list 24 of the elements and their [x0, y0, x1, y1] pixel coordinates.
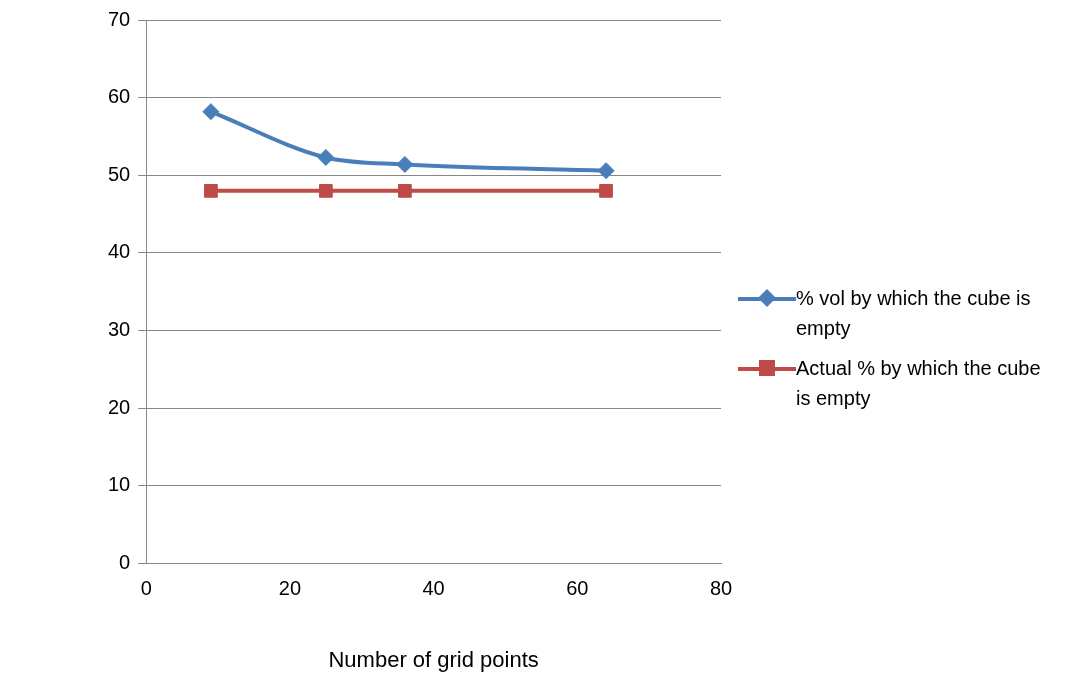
y-tick-label: 10: [108, 473, 131, 496]
x-tick-label: 40: [422, 577, 445, 600]
y-tick-label: 60: [108, 85, 131, 108]
point: [597, 162, 615, 180]
y-tick-label: 20: [108, 395, 131, 418]
y-tick-label: 40: [108, 240, 131, 263]
legend-label: % vol by which the cube is empty: [796, 286, 1032, 341]
y-tick-label: 70: [108, 7, 131, 30]
x-tick-label: 0: [140, 577, 152, 600]
y-tick-label: 30: [108, 318, 131, 341]
x-tick-label: 80: [709, 577, 733, 600]
x-axis-title: Number of grid points: [328, 646, 539, 672]
y-tick-label: 50: [108, 162, 131, 185]
point: [317, 148, 335, 166]
x-tick-label: 60: [566, 577, 589, 600]
y-tick-label: 0: [119, 551, 131, 574]
point: [396, 155, 414, 173]
point: [599, 183, 613, 198]
point: [398, 183, 412, 198]
point: [204, 183, 218, 198]
legend-label: Actual % by which the cube is empty: [796, 356, 1042, 411]
point: [318, 183, 333, 198]
point: [202, 103, 220, 121]
x-tick-label: 20: [278, 577, 302, 600]
